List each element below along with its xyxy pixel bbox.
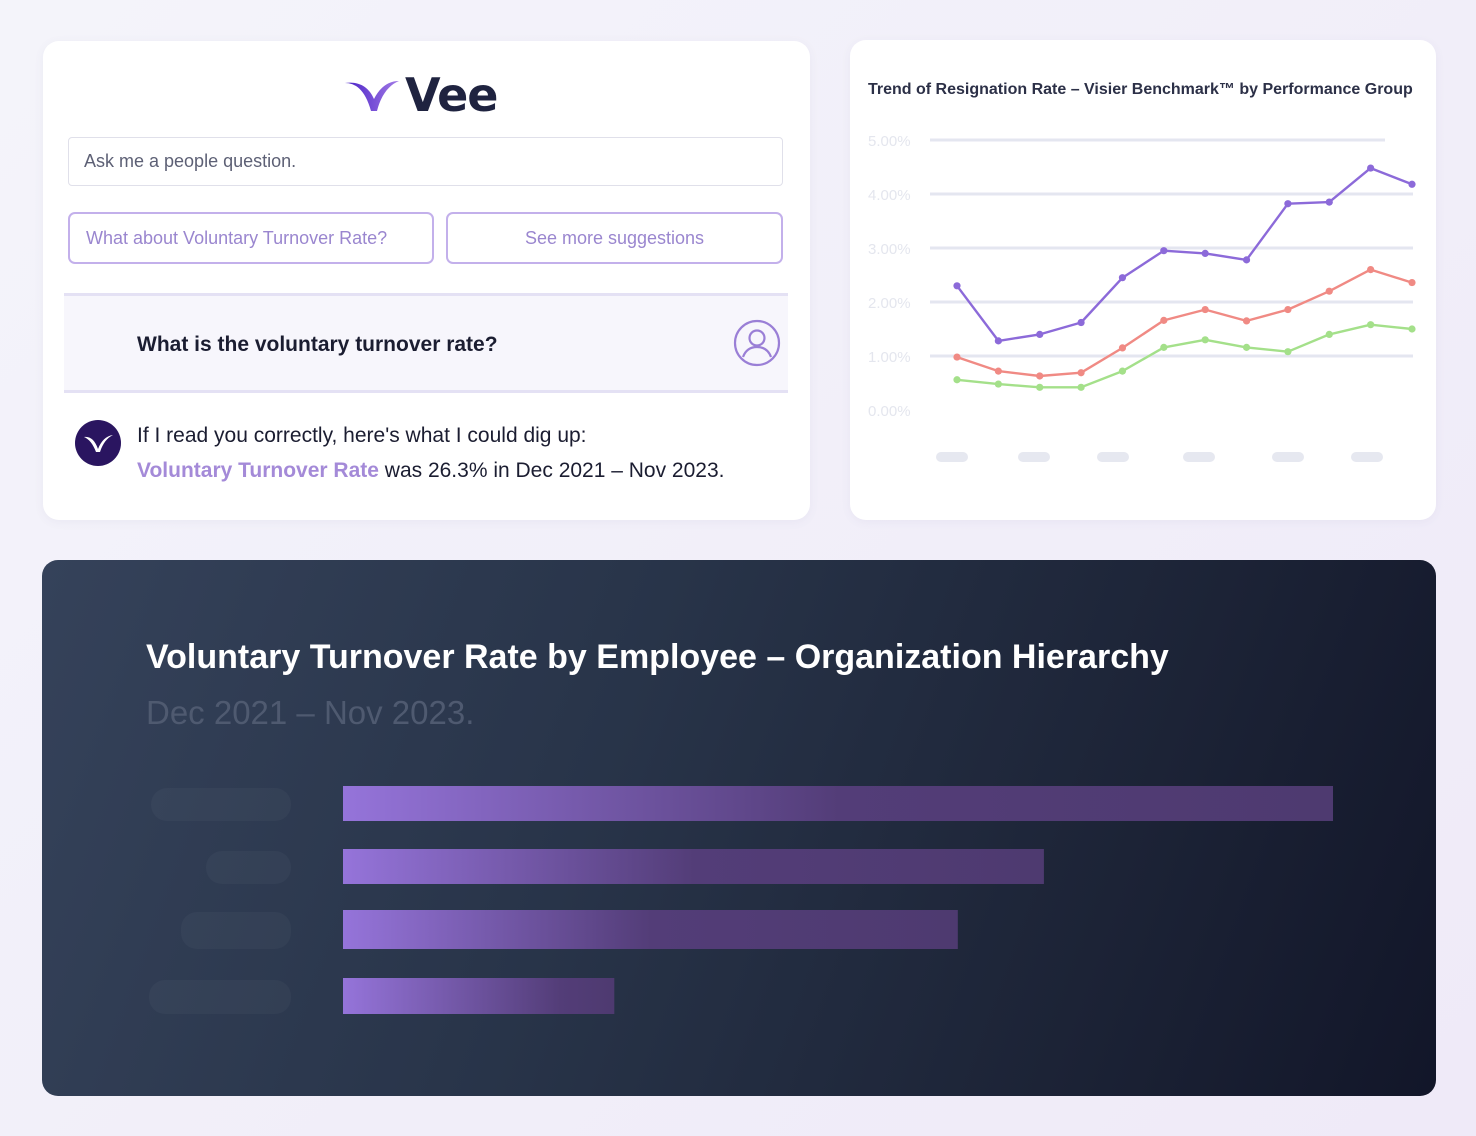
bar-chart-title: Voluntary Turnover Rate by Employee – Or… xyxy=(146,638,1169,676)
bar xyxy=(343,786,1333,821)
vee-logo-text: Vee xyxy=(405,68,498,122)
data-point xyxy=(1242,317,1251,325)
data-point xyxy=(1077,369,1085,377)
y-tick-label: 2.00% xyxy=(868,295,911,312)
series-line xyxy=(956,323,1413,389)
bar-chart-subtitle: Dec 2021 – Nov 2023. xyxy=(146,694,475,731)
data-point xyxy=(1408,325,1416,333)
data-point xyxy=(1160,343,1168,351)
series-line xyxy=(956,166,1413,343)
data-point xyxy=(1160,247,1168,255)
data-point xyxy=(1077,318,1085,327)
category-label-placeholder xyxy=(181,912,291,949)
data-point xyxy=(994,337,1002,345)
data-point xyxy=(1242,343,1251,351)
x-tick-label-placeholder xyxy=(1018,452,1050,462)
data-point xyxy=(953,282,961,290)
x-tick-label-placeholder xyxy=(1183,452,1215,462)
y-tick-label: 3.00% xyxy=(868,241,911,258)
data-point xyxy=(1367,321,1375,329)
data-point xyxy=(1036,330,1044,338)
voluntary-turnover-rate-link[interactable]: Voluntary Turnover Rate xyxy=(137,459,379,482)
data-point xyxy=(1201,249,1209,257)
series-line xyxy=(956,268,1413,378)
bar xyxy=(343,849,1044,884)
data-point xyxy=(1201,336,1209,344)
answer-value-text: was 26.3% in Dec 2021 – Nov 2023. xyxy=(378,459,725,482)
data-point xyxy=(994,380,1002,388)
data-point xyxy=(1408,180,1416,188)
data-point xyxy=(1118,274,1127,282)
category-label-placeholder xyxy=(151,788,291,821)
data-point xyxy=(1325,287,1333,295)
data-point xyxy=(1242,256,1251,264)
y-tick-label: 1.00% xyxy=(868,349,911,366)
data-point xyxy=(1036,383,1044,391)
suggestion-button[interactable]: What about Voluntary Turnover Rate? xyxy=(68,212,434,264)
data-point xyxy=(1325,198,1333,206)
turnover-by-employee-chart-card: Voluntary Turnover Rate by Employee – Or… xyxy=(42,560,1436,1096)
vee-chat-panel: Vee What about Voluntary Turnover Rate? … xyxy=(43,41,810,520)
x-tick-label-placeholder xyxy=(1097,452,1129,462)
data-point xyxy=(1036,372,1044,380)
data-point xyxy=(1077,383,1085,391)
y-tick-label: 0.00% xyxy=(868,403,911,420)
answer-intro-text: If I read you correctly, here's what I c… xyxy=(137,424,587,447)
category-label-placeholder xyxy=(149,980,291,1014)
x-tick-label-placeholder xyxy=(936,452,968,462)
data-point xyxy=(1160,316,1168,324)
y-tick-label: 5.00% xyxy=(868,133,911,150)
data-point xyxy=(953,376,961,384)
data-point xyxy=(1408,278,1416,287)
data-point xyxy=(953,353,961,361)
category-label-placeholder xyxy=(206,851,291,884)
user-icon xyxy=(733,319,781,367)
data-point xyxy=(1367,164,1375,172)
user-question-row: What is the voluntary turnover rate? xyxy=(64,293,788,393)
chart-title: Trend of Resignation Rate – Visier Bench… xyxy=(868,81,1413,98)
vee-logo: Vee xyxy=(343,68,523,122)
resignation-trend-chart: 5.00% 4.00% 3.00% 2.00% 1.00% 0.00% xyxy=(868,133,1416,462)
data-point xyxy=(1118,344,1127,352)
x-tick-label-placeholder xyxy=(1351,452,1383,462)
see-more-suggestions-button[interactable]: See more suggestions xyxy=(446,212,783,264)
vee-logo-mark-icon xyxy=(345,81,399,111)
data-point xyxy=(1367,266,1375,274)
bar xyxy=(343,978,615,1014)
data-point xyxy=(1325,330,1333,338)
data-point xyxy=(1284,200,1292,208)
data-point xyxy=(1201,305,1209,314)
vee-bird-icon xyxy=(75,420,121,466)
y-tick-label: 4.00% xyxy=(868,187,911,204)
data-point xyxy=(994,367,1002,375)
data-point xyxy=(1284,348,1292,356)
search-input[interactable] xyxy=(68,137,783,186)
resignation-trend-chart-card: Trend of Resignation Rate – Visier Bench… xyxy=(850,40,1436,520)
data-point xyxy=(1284,305,1292,314)
answer-text: Voluntary Turnover Rate was 26.3% in Dec… xyxy=(137,459,724,483)
user-question-text: What is the voluntary turnover rate? xyxy=(137,333,498,356)
bar xyxy=(343,910,958,949)
data-point xyxy=(1118,367,1127,375)
turnover-bar-chart xyxy=(149,786,1333,1014)
x-tick-label-placeholder xyxy=(1272,452,1304,462)
